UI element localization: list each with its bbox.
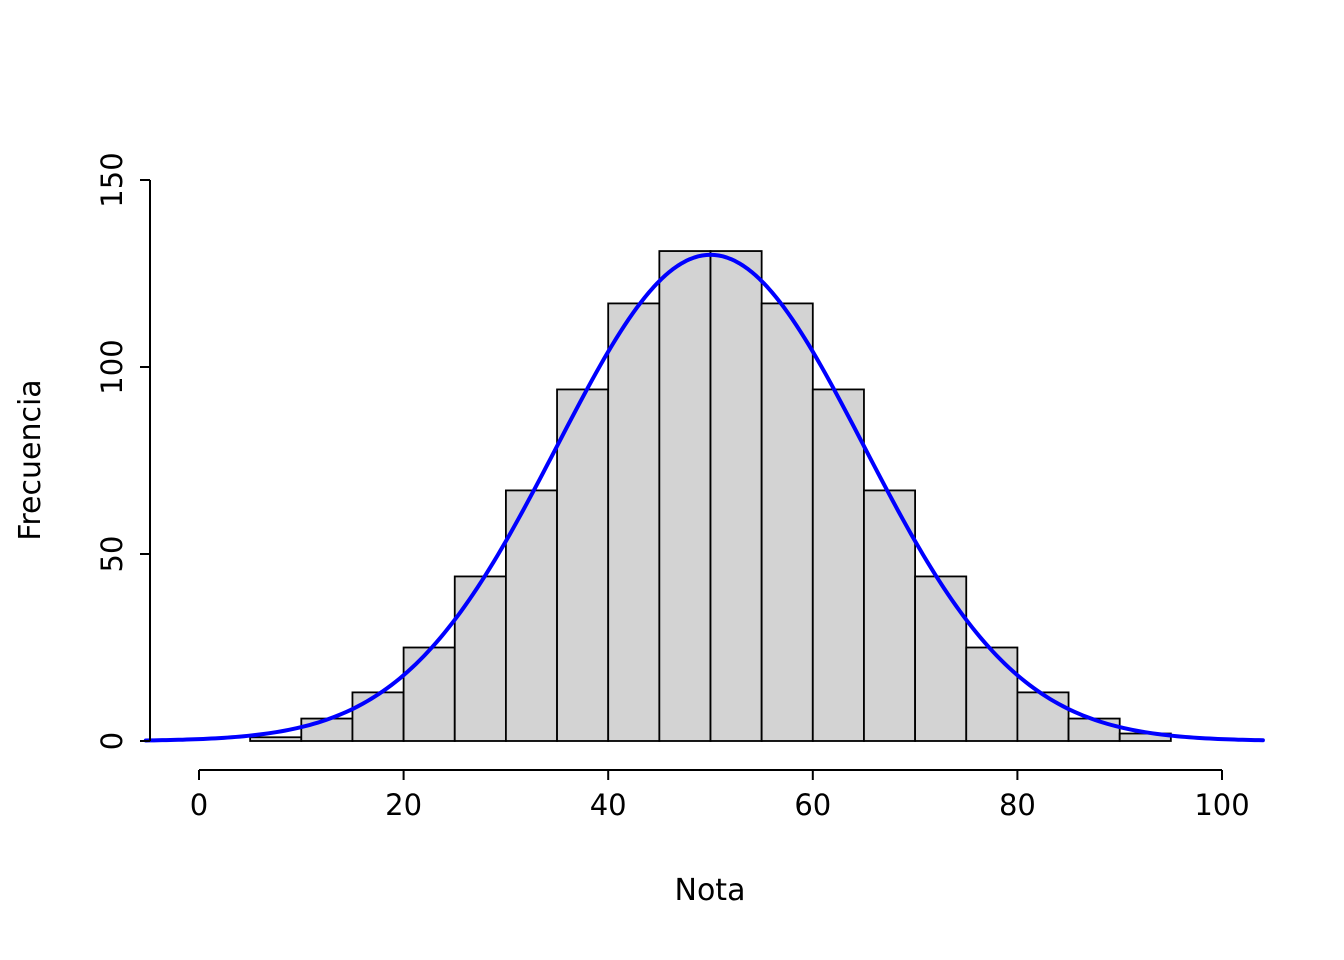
y-tick-label: 150 (95, 152, 129, 207)
x-tick-label: 20 (385, 788, 422, 822)
histogram-bar (760, 302, 814, 742)
histogram-bar (504, 489, 558, 742)
histogram-bar (709, 250, 763, 742)
y-tick-label: 0 (95, 732, 129, 750)
histogram-bar (249, 736, 303, 742)
histogram-bar (556, 388, 610, 742)
histogram-bar (453, 575, 507, 742)
histogram-bar (914, 575, 968, 742)
histogram-bar (351, 691, 405, 742)
x-tick-label: 100 (1194, 788, 1249, 822)
histogram-bar (1067, 717, 1121, 742)
y-tick-label: 100 (95, 339, 129, 394)
histogram-bar (658, 250, 712, 742)
y-axis-title: Frecuencia (13, 379, 48, 540)
y-tick-label: 50 (95, 536, 129, 573)
x-tick-label: 80 (999, 788, 1036, 822)
x-axis-title: Nota (675, 873, 746, 908)
x-axis: 0 20 40 60 80 100 (190, 769, 1250, 822)
x-tick-label: 60 (794, 788, 831, 822)
histogram-bar (811, 388, 865, 742)
histogram-bars (249, 250, 1172, 742)
density-curve (143, 252, 1265, 743)
x-tick-label: 0 (190, 788, 208, 822)
histogram-bar (402, 646, 456, 742)
histogram-bar (1016, 691, 1070, 742)
y-axis: 0 50 100 150 (95, 152, 151, 750)
histogram-bar (300, 717, 354, 742)
histogram-bar (965, 646, 1019, 742)
histogram-bar (863, 489, 917, 742)
x-tick-label: 40 (590, 788, 627, 822)
histogram-bar (607, 302, 661, 742)
